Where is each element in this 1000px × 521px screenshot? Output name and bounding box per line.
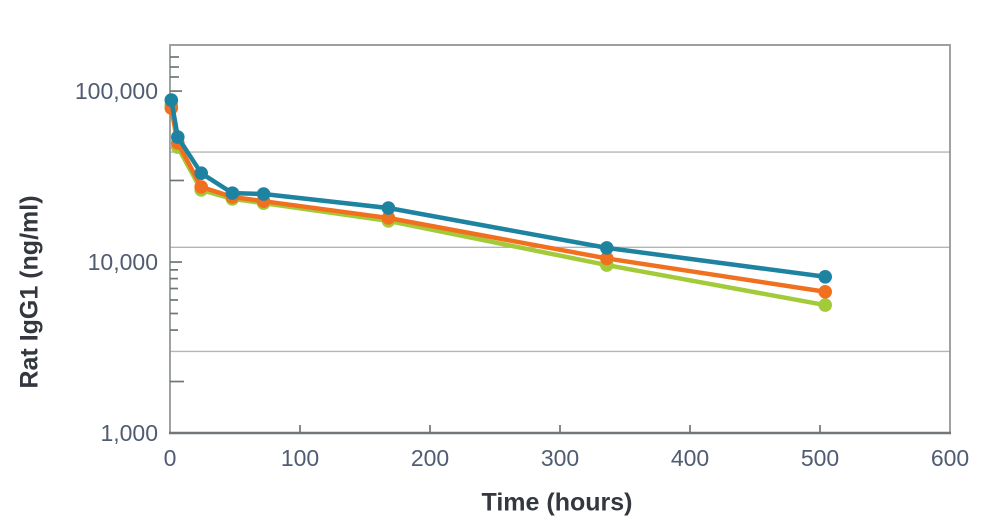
series-teal-point <box>256 187 271 201</box>
series-teal-point <box>164 93 179 107</box>
series-teal-point <box>225 186 240 200</box>
series-teal-line <box>169 97 828 280</box>
series-teal-point <box>600 241 614 255</box>
x-tick-label: 100 <box>281 445 319 471</box>
x-tick-label: 200 <box>411 445 449 471</box>
series-orange-point <box>818 284 832 299</box>
plot-border <box>169 44 951 433</box>
series-orange-point <box>381 211 396 225</box>
series-orange-point <box>600 251 614 266</box>
y-axis-title: Rat IgG1 (ng/ml) <box>15 195 44 389</box>
x-tick-label: 400 <box>671 445 709 471</box>
y-tick-label: 1,000 <box>100 420 158 446</box>
series-orange-point <box>194 180 208 194</box>
x-tick-label: 600 <box>931 445 969 471</box>
series-teal-point <box>818 269 832 284</box>
series-teal-point <box>381 201 396 215</box>
y-tick-label: 10,000 <box>88 249 158 275</box>
x-tick-label: 0 <box>164 445 177 471</box>
y-tick-label: 100,000 <box>75 78 158 104</box>
series-orange-line <box>169 105 828 295</box>
series-green-point <box>818 298 832 312</box>
x-tick-label: 500 <box>801 445 839 471</box>
x-tick-label: 300 <box>541 445 579 471</box>
x-axis-title: Time (hours) <box>481 488 633 517</box>
series-teal-point <box>194 166 208 180</box>
series-teal-point <box>171 130 185 144</box>
